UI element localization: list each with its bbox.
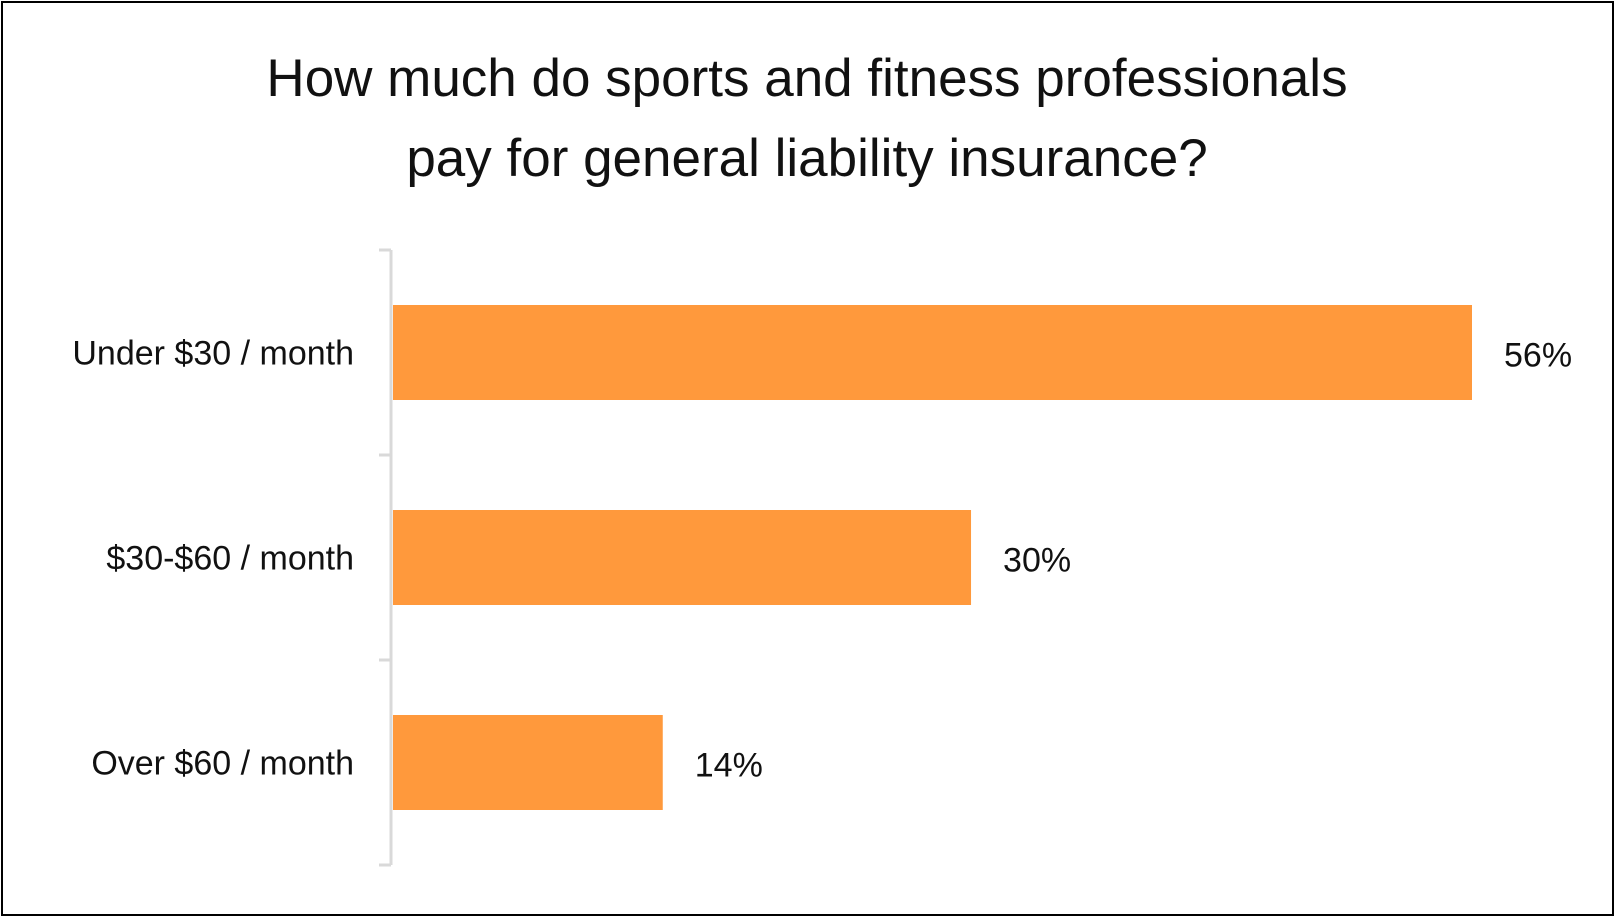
chart-title-line-2: pay for general liability insurance? — [406, 129, 1207, 188]
bar — [393, 715, 663, 810]
bar — [393, 510, 972, 605]
data-label: 14% — [695, 747, 763, 785]
data-label: 56% — [1504, 337, 1572, 375]
bars: 56% 30% 14% — [393, 305, 1572, 810]
category-label: Under $30 / month — [72, 335, 354, 373]
chart-title-line-1: How much do sports and fitness professio… — [266, 49, 1347, 108]
data-label: 30% — [1003, 542, 1071, 580]
category-label: $30-$60 / month — [106, 540, 354, 578]
bar — [393, 305, 1472, 400]
category-label: Over $60 / month — [91, 745, 354, 783]
category-axis: Under $30 / month $30-$60 / month Over $60… — [72, 248, 393, 867]
